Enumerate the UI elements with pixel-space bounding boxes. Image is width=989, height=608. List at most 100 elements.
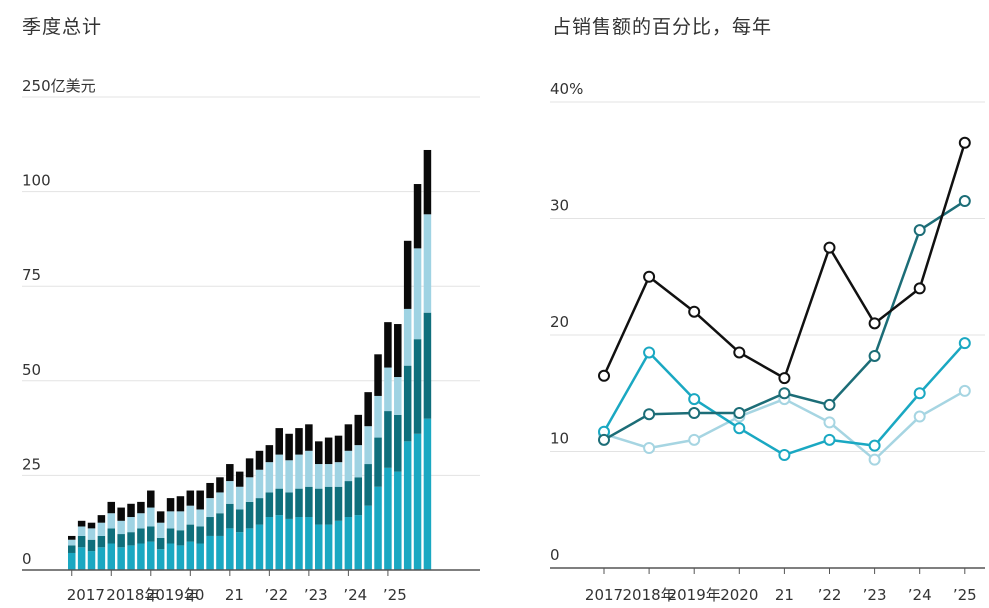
bar-segment [97, 515, 106, 523]
bar-segment [147, 490, 155, 508]
bar-segment [186, 505, 195, 525]
bar-segment [216, 492, 224, 514]
bar-segment [315, 488, 323, 525]
bar-segment [285, 433, 293, 461]
bar-segment [186, 490, 195, 506]
bar-segment [87, 551, 96, 570]
left-x-tick-label: 20 [185, 586, 204, 604]
bar-segment [156, 522, 165, 538]
bar-segment [265, 462, 274, 493]
right-x-tick-label: 2018年 [623, 586, 676, 604]
series-point [733, 407, 746, 420]
bar-segment [324, 464, 333, 487]
bar-segment [315, 441, 323, 465]
series-point [868, 317, 881, 330]
bar-segment [394, 324, 402, 378]
bar-segment [334, 435, 343, 463]
bar-segment [186, 524, 195, 542]
bar-segment [196, 490, 204, 510]
bar-segment [315, 464, 323, 489]
bar-segment [403, 308, 412, 366]
right-x-tick-label: 2017 [585, 586, 623, 604]
series-point [643, 346, 656, 359]
right-y-tick-label: 30 [550, 197, 569, 215]
bar-segment [413, 433, 422, 570]
bar-segment [305, 517, 313, 570]
bar-segment [107, 528, 116, 544]
series-point [733, 422, 746, 435]
bar-segment [87, 539, 96, 552]
bar-segment [235, 471, 244, 487]
series-point [643, 442, 656, 455]
series-point [778, 448, 791, 461]
series-point [913, 282, 926, 295]
bar-segment [107, 543, 116, 570]
bar-segment [384, 411, 392, 468]
bar-segment [68, 535, 76, 540]
bar-segment [127, 532, 135, 546]
left-y-tick-label: 75 [22, 266, 41, 284]
bar-segment [384, 322, 392, 368]
bar-segment [87, 522, 96, 529]
bar-segment [394, 471, 402, 570]
series-point [868, 349, 881, 362]
bar-segment [127, 503, 135, 518]
right-y-tick-label: 20 [550, 313, 569, 331]
bar-segment [235, 486, 244, 510]
bar-segment [423, 214, 432, 313]
series-point [598, 369, 610, 382]
bar-segment [324, 486, 333, 525]
left-x-tick-label: ’22 [264, 586, 288, 604]
left-x-tick-label: 21 [225, 586, 244, 604]
bar-segment [285, 518, 293, 570]
bar-segment [77, 547, 86, 570]
bar-segment [166, 543, 175, 570]
left-x-tick-label: 2018年 [106, 586, 159, 604]
series-point [913, 224, 926, 237]
bar-segment [374, 354, 382, 396]
series-point [958, 384, 971, 397]
series-point [598, 433, 610, 446]
right-x-tick-label: ’25 [953, 586, 977, 604]
bar-segment [344, 517, 353, 570]
series-point [688, 433, 701, 446]
right-y-tick-label: 40% [550, 80, 583, 98]
bar-segment [275, 428, 283, 455]
bar-segment [226, 481, 234, 504]
series-point [958, 337, 971, 350]
series-point [958, 136, 971, 149]
bar-segment [265, 517, 274, 570]
bar-segment [156, 537, 165, 550]
series-point [823, 241, 836, 254]
bar-segment [176, 511, 185, 531]
bar-segment [68, 552, 76, 570]
right-y-tick-label: 10 [550, 430, 569, 448]
right-x-tick-label: 21 [775, 586, 794, 604]
right-x-tick-label: 2019年 [668, 586, 721, 604]
bar-segment [275, 454, 283, 489]
bar-segment [156, 549, 165, 570]
bar-segment [226, 464, 234, 482]
series-point [778, 387, 791, 400]
bar-segment [245, 458, 254, 478]
bar-segment [374, 395, 382, 438]
bar-segment [285, 492, 293, 519]
bar-segment [364, 464, 372, 506]
bar-segment [315, 524, 323, 570]
left-y-tick-label: 25 [22, 455, 41, 473]
bar-segment [364, 392, 372, 427]
left-x-tick-label: 2019年 [146, 586, 199, 604]
bar-segment [137, 513, 145, 529]
series-point [688, 393, 701, 406]
series-point [733, 346, 746, 359]
bar-segment [285, 460, 293, 493]
bar-segment [245, 477, 254, 502]
bar-segment [77, 535, 86, 548]
bar-segment [117, 520, 125, 535]
bar-segment [344, 450, 353, 482]
left-x-tick-label: ’23 [304, 586, 328, 604]
series-point [688, 305, 701, 318]
right-x-tick-label: ’22 [818, 586, 842, 604]
bar-segment [305, 450, 313, 487]
bar-segment [137, 543, 145, 570]
